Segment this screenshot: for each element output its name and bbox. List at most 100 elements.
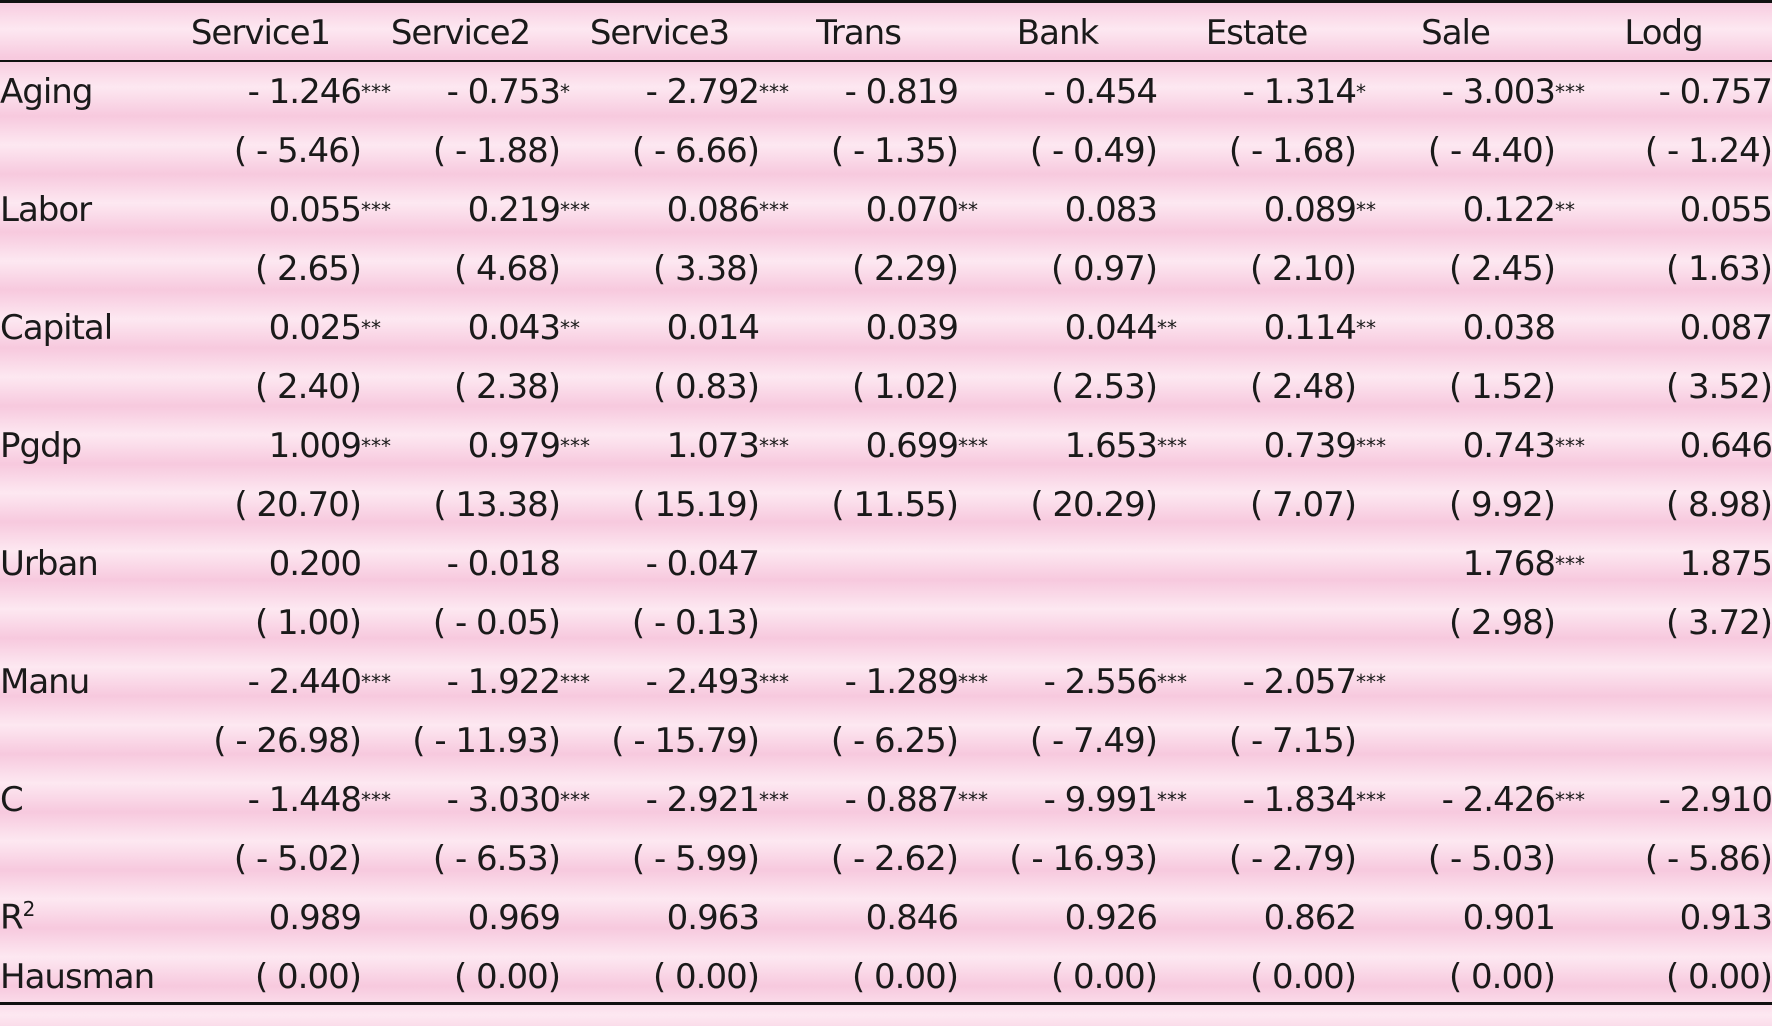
row-label-text: R xyxy=(0,897,24,938)
cell-value-wrap: - 1.448 *** xyxy=(248,780,391,820)
table-cell: - 0.887 *** xyxy=(759,770,988,829)
table-cell: ( 2.53) xyxy=(958,357,1158,416)
cell-value: ( - 0.49) xyxy=(1029,130,1158,171)
cell-value: 1.073 xyxy=(666,425,760,466)
table-cell: ( - 0.49) xyxy=(958,121,1158,180)
cell-value: ( 11.55) xyxy=(831,484,959,525)
table-cell: - 3.003 *** xyxy=(1356,62,1585,121)
cell-value: ( 2.65) xyxy=(254,248,362,289)
row-label: Manu xyxy=(0,652,160,711)
table-cell: 0.913 xyxy=(1555,888,1772,947)
cell-value: 1.009 xyxy=(268,425,362,466)
significance-stars: *** xyxy=(759,669,789,694)
significance-stars: *** xyxy=(1555,551,1585,576)
table-cell: 0.989 xyxy=(160,888,362,947)
column-header-label: Lodg xyxy=(1624,12,1703,53)
table-cell: 1.875 *** xyxy=(1555,534,1772,593)
cell-value: ( - 1.35) xyxy=(830,130,959,171)
table-row: Labor 0.055 *** 0.219 *** 0.086 *** 0.070 ** 0.08… xyxy=(0,180,1772,239)
cell-value: ( - 6.53) xyxy=(432,838,561,879)
cell-value: ( 2.29) xyxy=(851,248,959,289)
significance-stars: *** xyxy=(361,669,391,694)
cell-value: - 1.314 xyxy=(1242,71,1357,112)
cell-value: - 2.792 xyxy=(645,71,760,112)
column-header-label: Estate xyxy=(1205,12,1309,53)
table-cell: - 0.454 xyxy=(958,62,1158,121)
table-cell: - 1.314 * xyxy=(1157,62,1366,121)
row-label-text: Labor xyxy=(0,189,92,230)
table-cell xyxy=(958,534,1157,593)
table-cell: - 0.018 xyxy=(361,534,561,593)
cell-value: 0.846 xyxy=(865,897,959,938)
cell-value-wrap: ( - 16.93) xyxy=(1009,838,1158,879)
cell-value-wrap: 0.089 ** xyxy=(1264,190,1376,230)
cell-value: 0.926 xyxy=(1064,897,1158,938)
column-header: Sale xyxy=(1356,3,1555,62)
cell-value-wrap: 0.122 ** xyxy=(1463,190,1575,230)
cell-value-wrap: 0.200 xyxy=(269,544,362,584)
significance-stars: * xyxy=(1356,79,1366,104)
cell-value: ( - 0.05) xyxy=(432,602,561,643)
table-cell: ( - 6.53) xyxy=(361,829,561,888)
cell-value-wrap: 0.739 *** xyxy=(1264,426,1386,466)
cell-value: - 0.753 xyxy=(446,71,561,112)
cell-value: ( 2.38) xyxy=(453,366,561,407)
table-row: Pgdp 1.009 *** 0.979 *** 1.073 *** 0.699 *** 1.65… xyxy=(0,416,1772,475)
cell-value-wrap: ( 2.40) xyxy=(255,367,362,407)
cell-value-wrap: ( - 1.88) xyxy=(433,131,561,171)
cell-value-wrap: 0.913 xyxy=(1680,898,1772,938)
cell-value: ( - 1.68) xyxy=(1228,130,1357,171)
significance-stars: *** xyxy=(1555,787,1585,812)
cell-value-wrap: - 1.922 *** xyxy=(447,662,590,702)
table-cell: 0.038 xyxy=(1356,298,1556,357)
table-cell: ( 20.70) xyxy=(160,475,362,534)
cell-value: - 2.426 xyxy=(1441,779,1556,820)
cell-value: ( 1.02) xyxy=(851,366,959,407)
table-cell: - 2.921 *** xyxy=(560,770,789,829)
cell-value-wrap: ( 0.00) xyxy=(1666,957,1772,997)
cell-value: - 2.910 xyxy=(1658,779,1772,820)
cell-value: 0.901 xyxy=(1462,897,1556,938)
cell-value: - 2.921 xyxy=(645,779,760,820)
row-label xyxy=(0,593,160,652)
table-cell: 0.739 *** xyxy=(1157,416,1386,475)
significance-stars: *** xyxy=(759,433,789,458)
table-cell: - 0.757 xyxy=(1555,62,1772,121)
row-label-text: C xyxy=(0,779,24,820)
table-cell: ( 0.00) xyxy=(560,947,760,1006)
column-header: Service3 xyxy=(560,3,759,62)
table-cell: 0.070 ** xyxy=(759,180,978,239)
cell-value-wrap: ( 1.02) xyxy=(851,366,959,407)
cell-value: - 0.018 xyxy=(446,543,561,584)
column-header-label: Service2 xyxy=(390,12,531,53)
cell-value-wrap: 0.862 xyxy=(1264,898,1357,938)
table-cell: 0.646 *** xyxy=(1555,416,1772,475)
cell-value: ( 20.29) xyxy=(1030,484,1158,525)
cell-value: 0.699 xyxy=(865,425,959,466)
cell-value: - 1.289 xyxy=(844,661,959,702)
cell-value-wrap: ( 0.00) xyxy=(852,957,959,997)
cell-value-wrap: ( - 2.62) xyxy=(831,839,959,879)
row-label-text: Pgdp xyxy=(0,425,82,466)
cell-value: - 1.246 xyxy=(247,71,362,112)
significance-stars: *** xyxy=(958,787,988,812)
cell-value-wrap: 0.699 *** xyxy=(865,425,988,466)
table-cell: ( 2.45) xyxy=(1356,239,1556,298)
table-cell: ( - 6.66) xyxy=(560,121,760,180)
cell-value: 0.055 xyxy=(268,189,362,230)
table-cell: 1.009 *** xyxy=(160,416,391,475)
cell-value: ( - 16.93) xyxy=(1009,838,1158,879)
cell-value: ( - 0.13) xyxy=(631,602,760,643)
cell-value: ( 0.83) xyxy=(652,366,760,407)
regression-table: Service1 Service2 Service3 Trans Bank Es… xyxy=(0,3,1772,1006)
table-cell: ( 3.72) xyxy=(1555,593,1772,652)
cell-value: 0.969 xyxy=(467,897,561,938)
cell-value: 0.087 xyxy=(1679,307,1772,348)
cell-value: 0.043 xyxy=(467,307,561,348)
header-corner xyxy=(0,3,160,62)
cell-value: ( 0.00) xyxy=(453,956,561,997)
table-cell xyxy=(1157,534,1356,593)
cell-value: ( 2.45) xyxy=(1448,248,1556,289)
cell-value-wrap: ( 2.53) xyxy=(1051,367,1158,407)
cell-value: ( 1.52) xyxy=(1448,366,1556,407)
